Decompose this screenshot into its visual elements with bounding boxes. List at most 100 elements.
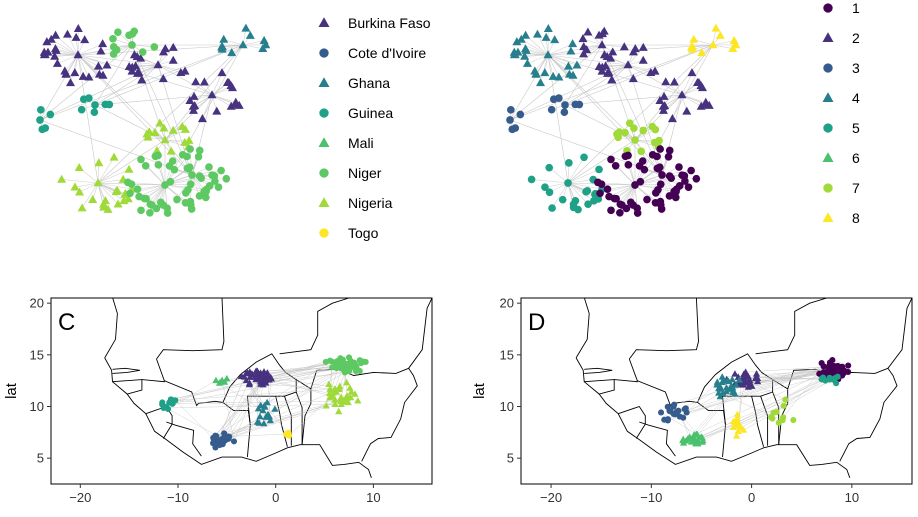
map-point <box>731 390 739 397</box>
network-edge <box>157 64 181 73</box>
network-edge <box>615 165 636 186</box>
axes-d: −20 −10 0 10 5 10 15 20 <box>500 296 860 505</box>
map-point <box>351 390 359 397</box>
network-node <box>84 72 94 81</box>
network-node <box>126 189 134 198</box>
network-node <box>103 204 113 213</box>
network-node <box>516 110 525 119</box>
network-edge <box>191 94 213 176</box>
map-point <box>699 436 707 444</box>
border-line <box>104 298 118 359</box>
network-edge <box>164 184 186 204</box>
network-node <box>579 49 589 58</box>
network-edge <box>77 43 103 56</box>
network-node <box>675 163 683 171</box>
y-tick-label: 20 <box>500 296 514 311</box>
network-node <box>93 61 103 70</box>
map-point <box>212 376 220 384</box>
border-line <box>295 391 303 445</box>
map-edge <box>225 416 270 437</box>
network-node <box>667 174 676 183</box>
network-node <box>729 35 739 44</box>
network-node <box>190 101 200 110</box>
network-node <box>66 78 76 87</box>
network-edge <box>39 44 133 121</box>
network-node <box>569 203 578 212</box>
map-point <box>830 376 837 383</box>
map-point <box>362 358 369 366</box>
network-edge <box>97 169 130 184</box>
legend-cluster: 1 2 3 4 5 6 7 8 <box>822 0 860 226</box>
network-hub <box>161 181 169 189</box>
network-node <box>241 23 251 32</box>
border-line <box>581 288 621 298</box>
network-node <box>94 158 104 167</box>
map-point <box>697 433 705 440</box>
network-node <box>601 61 611 70</box>
network-node <box>159 123 169 132</box>
network-edge <box>525 48 549 56</box>
network-node <box>111 187 121 196</box>
network-node <box>154 160 163 169</box>
network-hub <box>160 135 170 144</box>
network-node <box>555 94 563 102</box>
network-node <box>46 34 56 43</box>
network-edge <box>140 184 166 211</box>
map-edge <box>172 371 346 404</box>
map-point <box>822 377 829 384</box>
map-point <box>347 388 355 395</box>
network-node <box>568 39 578 48</box>
map-point <box>230 438 238 445</box>
map-point <box>780 402 787 409</box>
network-hub <box>238 40 248 49</box>
network-edge <box>94 44 244 106</box>
network-hub <box>631 136 639 144</box>
map-point <box>845 362 852 369</box>
map-point <box>263 398 271 406</box>
network-node <box>684 183 693 191</box>
map-point <box>826 359 833 366</box>
network-node <box>583 27 593 36</box>
network-node <box>605 192 613 201</box>
network-node <box>696 81 706 90</box>
legend-key-8 <box>822 212 834 223</box>
network-node <box>195 192 204 200</box>
legend-key-3 <box>823 63 833 73</box>
network-edge <box>94 44 133 106</box>
map-point <box>820 363 827 370</box>
map-point <box>735 376 743 383</box>
network-node <box>50 51 60 60</box>
map-point <box>676 413 683 420</box>
axes-c: −20 −10 0 10 5 10 15 20 <box>30 296 381 505</box>
map-point <box>326 385 334 392</box>
map-point <box>344 398 352 406</box>
network-node <box>137 155 145 164</box>
network-node <box>655 96 665 105</box>
network-node <box>184 135 194 144</box>
network-edge <box>242 44 263 49</box>
legend-key-guinea <box>319 108 329 118</box>
network-edge <box>547 44 603 56</box>
map-point <box>729 417 737 425</box>
map-point <box>335 385 343 392</box>
network-node <box>659 91 669 100</box>
border-line <box>618 405 646 439</box>
network-node <box>197 174 206 183</box>
map-point <box>722 383 731 391</box>
network-node <box>127 180 136 189</box>
network-node <box>566 46 576 55</box>
network-node <box>689 34 699 43</box>
network-node <box>648 122 657 131</box>
network-node <box>655 136 663 145</box>
network-node <box>697 48 707 57</box>
network-node <box>545 188 554 197</box>
network-node <box>77 203 87 212</box>
network-edge <box>137 184 166 190</box>
network-edge <box>176 174 193 200</box>
network-node <box>648 151 657 159</box>
map-point <box>253 418 262 425</box>
network-node <box>607 155 615 164</box>
network-edge <box>567 169 600 184</box>
network-node <box>188 105 198 114</box>
map-point <box>746 378 754 385</box>
